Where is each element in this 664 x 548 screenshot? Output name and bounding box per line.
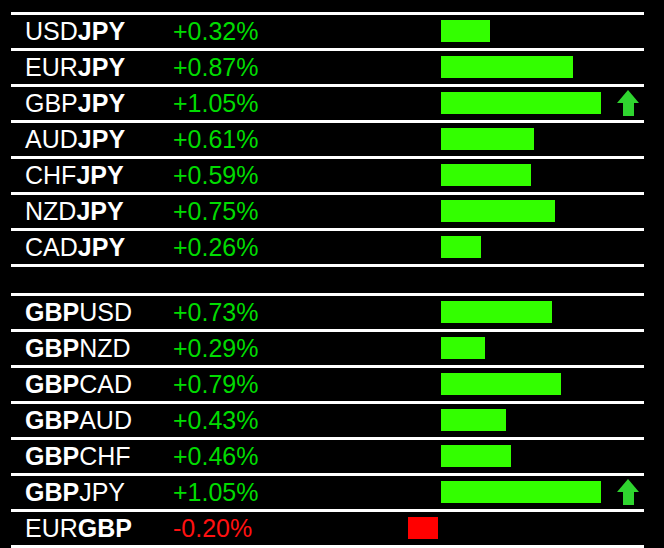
up-arrow-icon (617, 479, 640, 505)
up-arrow-head (617, 479, 639, 492)
change-percent: +1.05% (173, 87, 259, 120)
change-bar (441, 481, 601, 503)
change-bar (441, 236, 481, 258)
gbp-pairs-section: GBPUSD +0.73% GBPNZD +0.29% GBPCAD +0.79… (11, 293, 644, 548)
pair-quote-currency: AUD (79, 406, 132, 434)
pair-quote-currency: JPY (78, 125, 125, 153)
pair-base-currency: AUD (25, 125, 78, 153)
pair-base-currency: GBP (25, 442, 79, 470)
change-bar (441, 56, 573, 78)
pair-label: EURJPY (25, 51, 125, 84)
pair-quote-currency: NZD (79, 334, 130, 362)
pair-row: GBPAUD +0.43% (11, 404, 644, 440)
pair-label: GBPUSD (25, 296, 132, 329)
change-percent: +0.79% (173, 368, 259, 401)
pair-row: CHFJPY +0.59% (11, 159, 644, 195)
pair-quote-currency: JPY (76, 161, 123, 189)
pair-base-currency: CHF (25, 161, 76, 189)
pair-base-currency: EUR (25, 53, 78, 81)
up-arrow-head (617, 90, 639, 103)
pair-quote-currency: JPY (79, 478, 125, 506)
pair-row: GBPUSD +0.73% (11, 296, 644, 332)
pair-base-currency: EUR (25, 514, 78, 542)
change-bar (408, 517, 438, 539)
pair-base-currency: USD (25, 17, 78, 45)
pair-base-currency: GBP (25, 406, 79, 434)
pair-label: GBPCAD (25, 368, 132, 401)
pair-label: NZDJPY (25, 195, 124, 228)
change-percent: +0.43% (173, 404, 259, 437)
pair-label: GBPNZD (25, 332, 131, 365)
up-arrow-stem (623, 492, 634, 505)
pair-quote-currency: CAD (79, 370, 132, 398)
change-bar (441, 92, 601, 114)
pair-quote-currency: GBP (78, 514, 132, 542)
pair-label: GBPCHF (25, 440, 131, 473)
change-percent: -0.20% (173, 512, 252, 545)
change-bar (441, 301, 552, 323)
pair-row: GBPNZD +0.29% (11, 332, 644, 368)
change-percent: +0.73% (173, 296, 259, 329)
pair-quote-currency: JPY (76, 197, 123, 225)
pair-label: AUDJPY (25, 123, 125, 156)
change-bar (441, 20, 490, 42)
pair-quote-currency: CHF (79, 442, 130, 470)
pair-label: USDJPY (25, 15, 125, 48)
jpy-pairs-section: USDJPY +0.32% EURJPY +0.87% GBPJPY +1.05… (11, 12, 644, 267)
change-percent: +0.29% (173, 332, 259, 365)
change-percent: +0.26% (173, 231, 259, 264)
pair-row: USDJPY +0.32% (11, 15, 644, 51)
change-bar (441, 445, 511, 467)
pair-row: CADJPY +0.26% (11, 231, 644, 267)
pair-base-currency: NZD (25, 197, 76, 225)
pair-base-currency: GBP (25, 478, 79, 506)
up-arrow-icon (617, 90, 640, 116)
pair-label: CADJPY (25, 231, 125, 264)
forex-heatmap: USDJPY +0.32% EURJPY +0.87% GBPJPY +1.05… (0, 0, 664, 548)
change-percent: +1.05% (173, 476, 259, 509)
pair-row: NZDJPY +0.75% (11, 195, 644, 231)
change-percent: +0.75% (173, 195, 259, 228)
pair-base-currency: GBP (25, 334, 79, 362)
pair-label: EURGBP (25, 512, 132, 545)
pair-row: EURJPY +0.87% (11, 51, 644, 87)
heatmap-table: USDJPY +0.32% EURJPY +0.87% GBPJPY +1.05… (11, 12, 644, 548)
pair-base-currency: GBP (25, 298, 79, 326)
change-bar (441, 164, 531, 186)
pair-row: GBPCAD +0.79% (11, 368, 644, 404)
pair-base-currency: GBP (25, 370, 79, 398)
change-percent: +0.61% (173, 123, 259, 156)
pair-quote-currency: JPY (78, 53, 125, 81)
pair-label: GBPJPY (25, 476, 125, 509)
section-gap (11, 267, 644, 293)
pair-quote-currency: JPY (78, 89, 125, 117)
change-bar (441, 128, 534, 150)
change-bar (441, 337, 485, 359)
pair-quote-currency: JPY (78, 233, 125, 261)
pair-row: GBPJPY +1.05% (11, 476, 644, 512)
change-percent: +0.32% (173, 15, 259, 48)
pair-label: CHFJPY (25, 159, 124, 192)
change-bar (441, 409, 506, 431)
pair-row: GBPJPY +1.05% (11, 87, 644, 123)
pair-label: GBPJPY (25, 87, 125, 120)
change-percent: +0.59% (173, 159, 259, 192)
change-bar (441, 200, 555, 222)
pair-quote-currency: JPY (78, 17, 125, 45)
pair-label: GBPAUD (25, 404, 132, 437)
pair-row: EURGBP -0.20% (11, 512, 644, 548)
pair-row: GBPCHF +0.46% (11, 440, 644, 476)
change-bar (441, 373, 561, 395)
change-percent: +0.87% (173, 51, 259, 84)
pair-row: AUDJPY +0.61% (11, 123, 644, 159)
pair-quote-currency: USD (79, 298, 132, 326)
pair-base-currency: GBP (25, 89, 78, 117)
up-arrow-stem (623, 103, 634, 116)
change-percent: +0.46% (173, 440, 259, 473)
pair-base-currency: CAD (25, 233, 78, 261)
